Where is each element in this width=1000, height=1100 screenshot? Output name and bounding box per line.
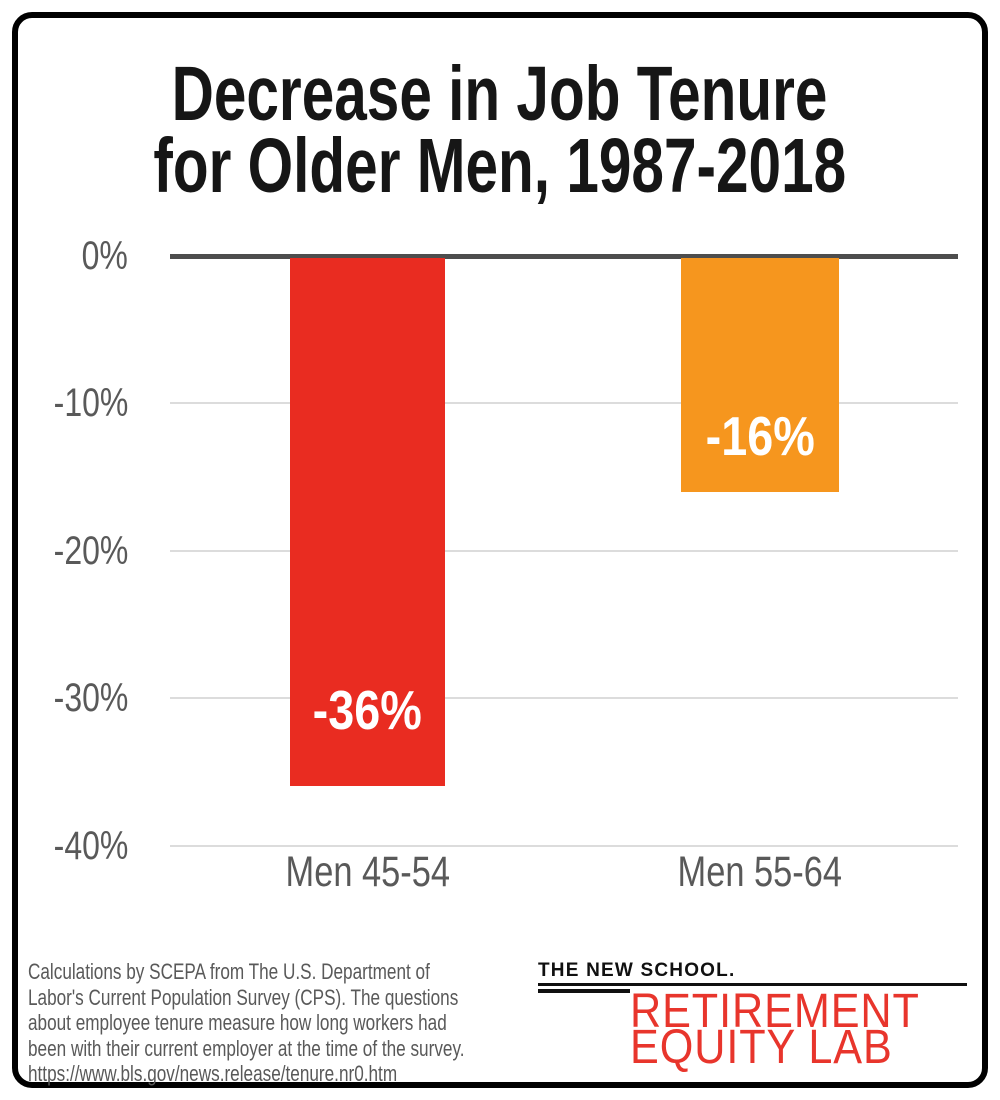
bar-value-label: -36% [312,679,423,742]
y-axis-tick: -20% [53,529,128,573]
y-axis-tick: 0% [81,234,128,278]
retirement-equity-lab-logo: THE NEW SCHOOL. RETIREMENT EQUITY LAB [538,960,968,1074]
bar-men-45-54: -36% [290,258,445,787]
zero-baseline [170,254,958,259]
chart-title: Decrease in Job Tenure for Older Men, 19… [0,51,1000,209]
logo-equity-lab-text: EQUITY LAB [630,1021,893,1074]
source-note: Calculations by SCEPA from The U.S. Depa… [28,959,548,1087]
logo-rule-short [538,989,630,993]
bar-value-label: -16% [705,404,815,467]
source-line: Calculations by SCEPA from The U.S. Depa… [28,959,430,984]
gridline-minus-10 [170,402,958,404]
gridline-minus-20 [170,550,958,552]
gridline-minus-40 [170,845,958,847]
gridline-minus-30 [170,697,958,699]
chart-title-line-1: Decrease in Job Tenure [172,51,828,137]
x-axis-label-men-45-54: Men 45-54 [285,848,451,896]
y-axis-tick: -30% [53,676,128,720]
the-new-school-wordmark: THE NEW SCHOOL. [538,960,736,981]
logo-retirement-text: RETIREMENT [630,985,920,1038]
y-axis-tick: -10% [53,381,128,425]
chart-title-line-2: for Older Men, 1987-2018 [153,123,847,209]
logo-rule-long [538,983,967,986]
source-line: about employee tenure measure how long w… [28,1010,447,1036]
source-url: https://www.bls.gov/news.release/tenure.… [28,1061,398,1087]
x-axis-label-men-55-64: Men 55-64 [677,848,843,896]
bar-men-55-64: -16% [681,258,839,492]
source-line: Labor's Current Population Survey (CPS).… [28,984,459,1010]
y-axis-tick: -40% [53,824,128,868]
source-line: been with their current employer at the … [28,1035,465,1061]
